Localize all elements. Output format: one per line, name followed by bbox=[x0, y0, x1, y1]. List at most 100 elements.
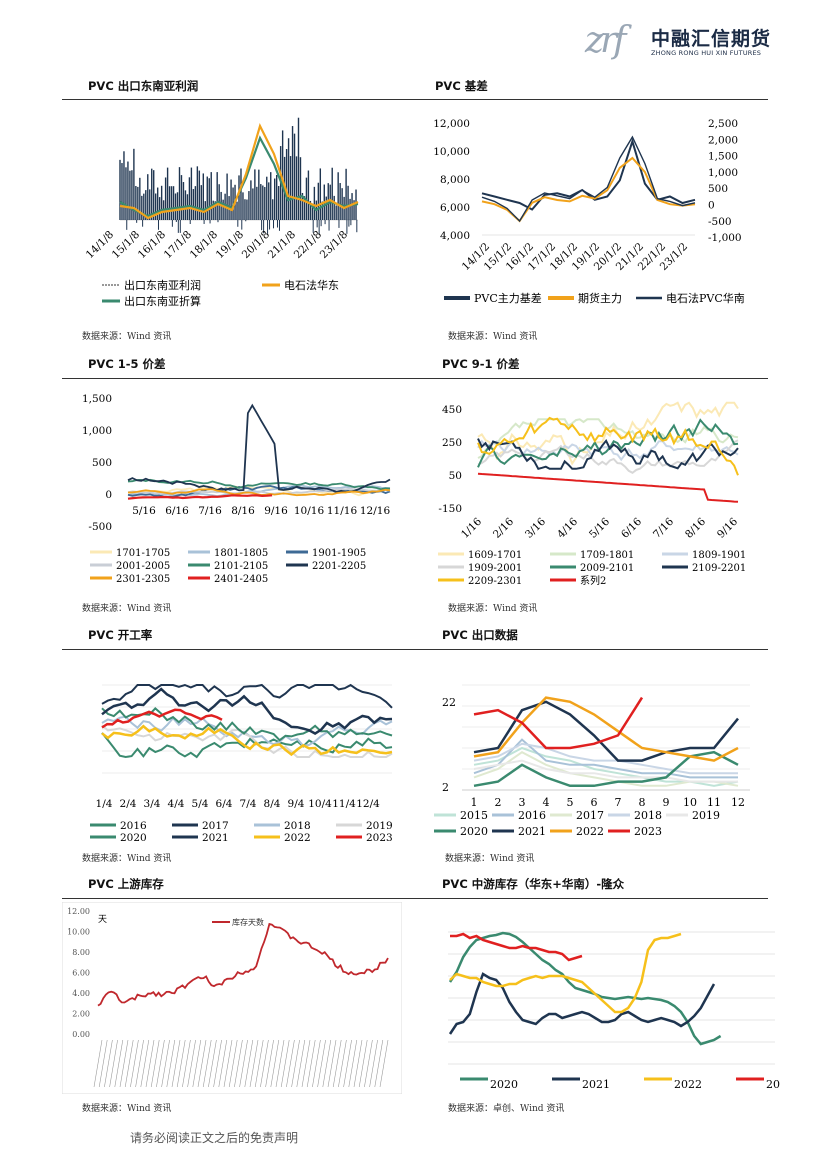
y-tick-label: 10.00 bbox=[67, 928, 90, 937]
x-tick-label bbox=[239, 1039, 248, 1088]
legend: 2020 2021 2022 2023 bbox=[460, 1077, 780, 1091]
x-tick-label: 11/4 bbox=[332, 798, 356, 810]
x-tick-label: 9/16 bbox=[715, 515, 740, 540]
disclaimer-footer: 请务必阅读正文之后的免责声明 bbox=[130, 1131, 299, 1145]
y-tick-label-right: 1,000 bbox=[708, 167, 738, 179]
x-tick-label: 9/4 bbox=[288, 798, 305, 810]
x-tick-label bbox=[286, 1039, 295, 1088]
legend-label: 2016 bbox=[518, 809, 546, 822]
legend-label: 2101-2105 bbox=[214, 561, 268, 572]
legend-label: 2018 bbox=[284, 820, 311, 832]
x-tick-label: 10/4 bbox=[308, 798, 332, 810]
x-tick-label: 6/16 bbox=[165, 505, 189, 517]
x-tick-label: 12 bbox=[731, 796, 745, 809]
x-tick-label bbox=[265, 1039, 274, 1088]
legend-label: 2017 bbox=[202, 820, 229, 832]
y-tick-label: 8,000 bbox=[440, 174, 470, 186]
y-tick-label: 10,000 bbox=[433, 146, 470, 158]
x-tick-label bbox=[213, 1039, 222, 1088]
export-profit-chart: 14/1/815/1/816/1/817/1/818/1/819/1/820/1… bbox=[84, 117, 359, 308]
x-tick-label bbox=[280, 1039, 290, 1088]
x-tick-label: 8 bbox=[639, 796, 646, 809]
spread-9-1-chart: 450 250 50 -150 1/16 2/16 3/16 4/16 5/16 6/16 7/1… bbox=[438, 401, 746, 587]
x-tick-label: 10 bbox=[683, 796, 697, 809]
x-tick-label bbox=[130, 1039, 139, 1088]
legend-label: 2019 bbox=[366, 820, 393, 832]
x-tick-label bbox=[327, 1039, 337, 1088]
x-tick-label bbox=[291, 1039, 300, 1088]
legend-label: 2001-2005 bbox=[116, 561, 170, 572]
x-tick-label: 2/4 bbox=[120, 798, 137, 810]
legend-label: 2301-2305 bbox=[116, 574, 170, 585]
x-tick-label bbox=[353, 1039, 363, 1088]
x-tick-label bbox=[358, 1039, 368, 1088]
company-logo: zrf 中融汇信期货 ZHONG RONG HUI XIN FUTURES bbox=[585, 18, 785, 62]
x-tick-label bbox=[124, 1039, 134, 1088]
legend-label: 2020 bbox=[120, 832, 147, 844]
x-tick-label bbox=[192, 1039, 202, 1088]
series-line bbox=[473, 759, 738, 783]
x-tick-label: 19/1/8 bbox=[214, 229, 246, 261]
y-tick-label-right: -1,000 bbox=[708, 232, 742, 244]
x-tick-label bbox=[161, 1039, 170, 1088]
series-line bbox=[473, 696, 739, 762]
x-tick-label: 9 bbox=[663, 796, 670, 809]
legend-label: 2401-2405 bbox=[214, 574, 268, 585]
x-tick-label: 3/4 bbox=[144, 798, 161, 810]
x-tick-label bbox=[379, 1039, 389, 1088]
x-tick-label: 14/1/8 bbox=[84, 229, 116, 261]
legend-label: 2023 bbox=[634, 825, 662, 838]
operating-rate-chart: 1/4 2/4 3/4 4/4 5/4 6/4 7/4 8/4 9/4 10/4 11/4 12/4 … bbox=[90, 683, 393, 844]
x-tick-label bbox=[338, 1039, 347, 1088]
x-tick-label: 2/16 bbox=[491, 515, 516, 540]
panel-title: PVC 1-5 价差 bbox=[88, 357, 166, 371]
x-tick-label bbox=[202, 1039, 212, 1088]
x-tick-label: 21/1/8 bbox=[266, 229, 298, 261]
legend-label: 1609-1701 bbox=[468, 550, 522, 561]
legend: 2016 2017 2018 2019 2020 2021 2022 2023 bbox=[90, 820, 393, 844]
legend-label: 2021 bbox=[582, 1078, 610, 1091]
y-tick-label: 2.00 bbox=[72, 1010, 90, 1019]
legend-label: 2017 bbox=[576, 809, 604, 822]
x-tick-label bbox=[364, 1039, 373, 1088]
legend: 出口东南亚利润 电石法华东 出口东南亚折算 bbox=[102, 278, 339, 308]
x-tick-label bbox=[301, 1039, 311, 1088]
x-tick-label bbox=[312, 1039, 321, 1088]
legend-label: 2016 bbox=[120, 820, 147, 832]
logo-cn: 中融汇信期货 bbox=[651, 28, 772, 50]
y-tick-label: -500 bbox=[88, 521, 112, 533]
x-tick-label: 1/16 bbox=[459, 515, 484, 540]
series-line bbox=[473, 700, 739, 762]
y-tick-label: 8.00 bbox=[72, 948, 90, 957]
spread-1-5-chart: 1,500 1,000 500 0 -500 5/16 6/16 7/16 8/16 9/16 1… bbox=[82, 393, 391, 585]
series-line bbox=[473, 738, 738, 779]
source-note: 数据来源：Wind 资讯 bbox=[82, 854, 172, 864]
legend: 1701-1705 1801-1805 1901-1905 2001-2005 2101… bbox=[90, 548, 366, 585]
series-line bbox=[101, 708, 223, 729]
series-line bbox=[477, 418, 739, 468]
legend-label: 2019 bbox=[692, 809, 720, 822]
series-line bbox=[473, 742, 738, 775]
legend-label: 系列2 bbox=[580, 574, 606, 587]
y-tick-label: 1,000 bbox=[82, 425, 112, 437]
x-tick-label bbox=[332, 1039, 342, 1088]
series-line bbox=[101, 683, 393, 709]
y-tick-label: 12.00 bbox=[67, 907, 90, 916]
legend-label: 库存天数 bbox=[232, 917, 264, 927]
legend-label: 出口东南亚折算 bbox=[124, 294, 201, 308]
legend-label: 出口东南亚利润 bbox=[124, 278, 201, 292]
x-tick-label bbox=[270, 1039, 280, 1088]
y-tick-label: 2 bbox=[442, 781, 449, 794]
panel-title: PVC 出口东南亚利润 bbox=[88, 79, 199, 93]
y-tick-label: 0.00 bbox=[72, 1030, 90, 1039]
legend-label: 2020 bbox=[490, 1078, 518, 1091]
x-tick-label bbox=[119, 1039, 129, 1088]
divider bbox=[62, 898, 768, 899]
legend-label: 1909-2001 bbox=[468, 563, 522, 574]
x-tick-label: 7/16 bbox=[198, 505, 222, 517]
logo-mark-icon: zrf bbox=[585, 20, 626, 61]
series-line bbox=[473, 750, 739, 788]
x-tick-label: 8/16 bbox=[683, 515, 708, 540]
x-tick-label bbox=[254, 1039, 264, 1088]
x-tick-label: 5 bbox=[567, 796, 574, 809]
